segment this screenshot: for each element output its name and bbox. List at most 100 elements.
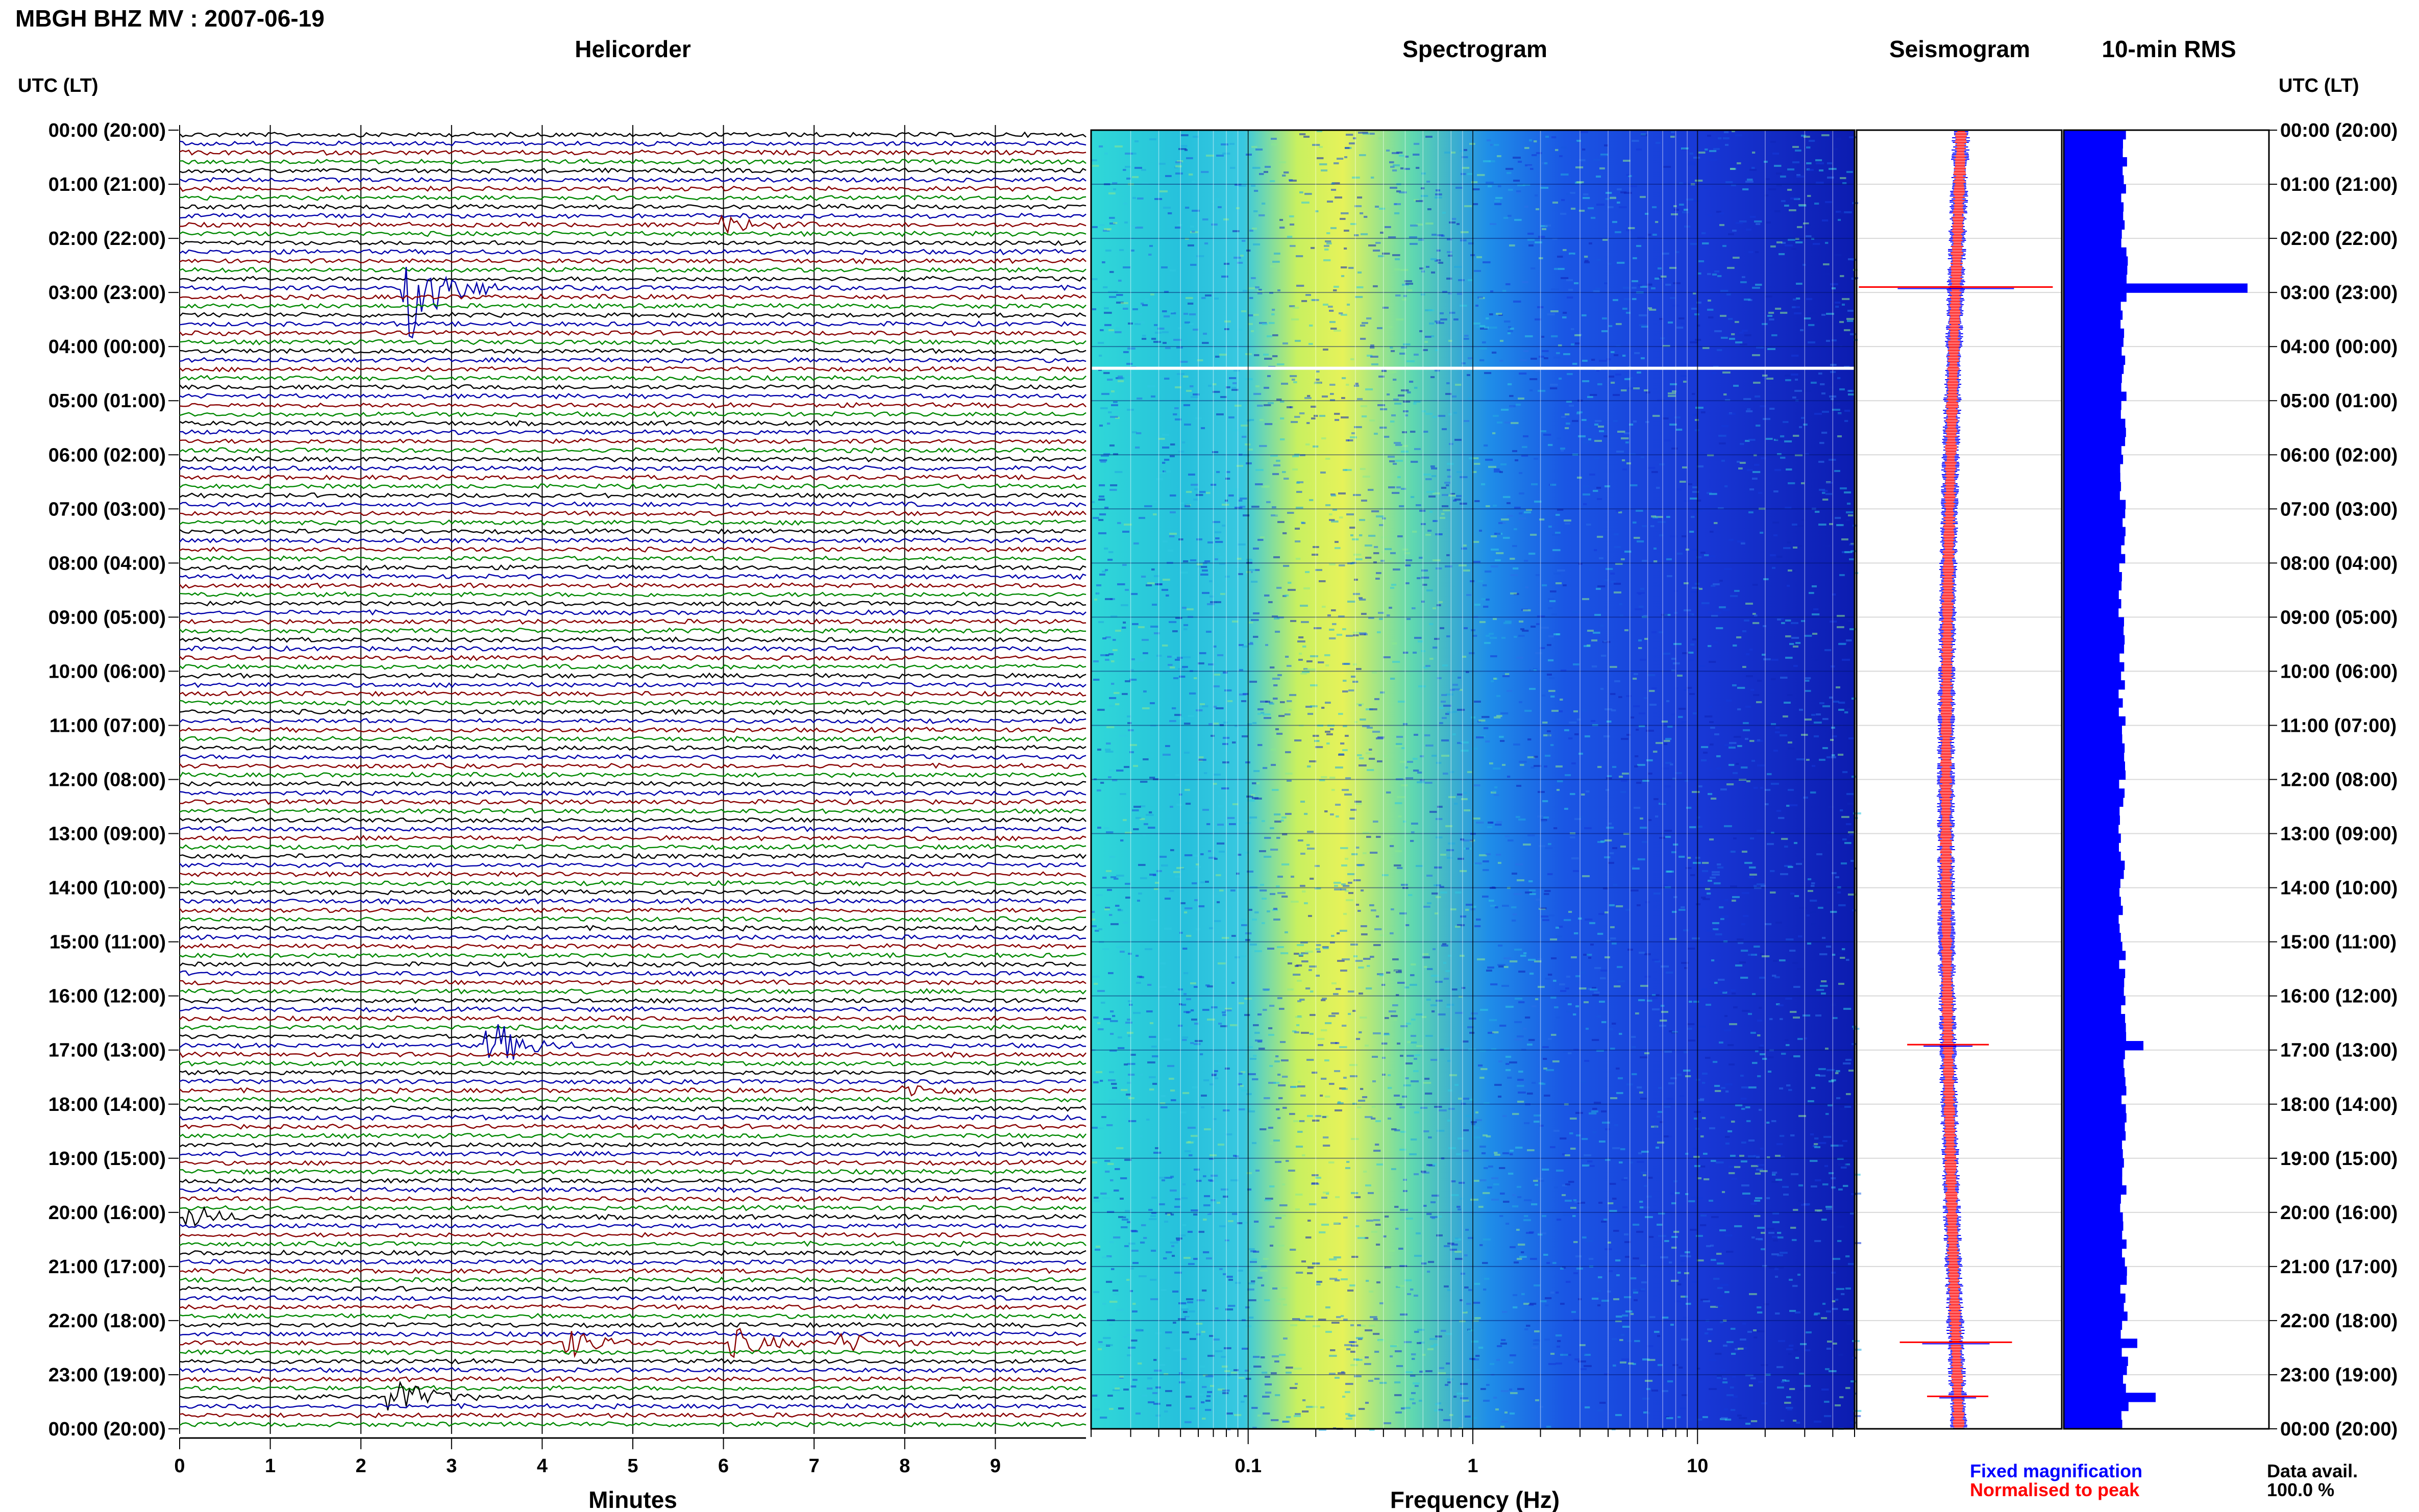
spectrogram-speckle <box>1519 1256 1527 1258</box>
spectrogram-speckle <box>1752 584 1758 586</box>
spectrogram-speckle <box>1292 468 1298 470</box>
spectrogram-speckle <box>1367 965 1370 967</box>
helicorder-trace <box>179 510 1087 517</box>
spectrogram-speckle <box>1593 632 1600 634</box>
spectrogram-speckle <box>1205 1375 1214 1377</box>
spectrogram-speckle <box>1400 761 1406 763</box>
spectrogram-speckle <box>1405 559 1413 561</box>
spectrogram-speckle <box>1838 983 1844 985</box>
spectrogram-speckle <box>1599 1402 1606 1404</box>
spectrogram-speckle <box>1416 504 1421 506</box>
spectrogram-speckle <box>1388 371 1394 374</box>
spectrogram-speckle <box>1787 168 1795 170</box>
spectrogram-speckle <box>1733 837 1737 839</box>
spectrogram-speckle <box>1578 435 1586 437</box>
spectrogram-speckle <box>1270 827 1274 829</box>
spectrogram-speckle <box>1113 453 1119 455</box>
spectrogram-speckle <box>1754 787 1758 789</box>
spectrogram-speckle <box>1279 1204 1288 1206</box>
spectrogram-speckle <box>1175 172 1183 175</box>
spectrogram-speckle <box>1491 549 1499 551</box>
spectrogram-speckle <box>1433 492 1440 494</box>
spectrogram-speckle <box>1619 206 1627 208</box>
spectrogram-speckle <box>1117 522 1121 524</box>
spectrogram-speckle <box>1239 693 1246 696</box>
spectrogram-speckle <box>1842 1140 1847 1142</box>
spectrogram-speckle <box>1636 729 1639 731</box>
spectrogram-speckle <box>1184 1421 1192 1423</box>
spectrogram-speckle <box>1155 1332 1162 1334</box>
spectrogram-speckle <box>1729 747 1736 749</box>
spectrogram-speckle <box>1696 939 1700 941</box>
spectrogram-speckle <box>1354 801 1362 803</box>
spectrogram-speckle <box>1329 1373 1336 1375</box>
spectrogram-speckle <box>1127 1049 1133 1051</box>
spectrogram-speckle <box>1664 1135 1669 1137</box>
spectrogram-speckle <box>1724 1291 1730 1293</box>
spectrogram-speckle <box>1525 891 1532 894</box>
spectrogram-speckle <box>1651 687 1657 689</box>
spectrogram-speckle <box>1564 519 1571 522</box>
spectrogram-speckle <box>1287 700 1292 702</box>
spectrogram-speckle <box>1329 563 1336 565</box>
spectrogram-speckle <box>1241 310 1247 312</box>
spectrogram-speckle <box>1749 1293 1757 1295</box>
spectrogram-speckle <box>1516 192 1521 194</box>
spectrogram-speckle <box>1722 1191 1725 1193</box>
spectrogram-speckle <box>1574 995 1579 997</box>
spectrogram-speckle <box>1747 179 1753 181</box>
spectrogram-speckle <box>1599 167 1605 169</box>
spectrogram-speckle <box>1238 1083 1242 1085</box>
spectrogram-speckle <box>1648 1177 1653 1179</box>
spectrogram-speckle <box>1282 1107 1287 1109</box>
helicorder-trace <box>179 600 1087 607</box>
spectrogram-speckle <box>1781 1381 1785 1383</box>
spectrogram-speckle <box>1330 728 1334 730</box>
spectrogram-speckle <box>1411 823 1418 825</box>
spectrogram-speckle <box>1755 740 1763 742</box>
spectrogram-speckle <box>1215 198 1220 200</box>
spectrogram-speckle <box>1319 580 1326 582</box>
spectrogram-speckle <box>1257 1277 1263 1279</box>
spectrogram-speckle <box>1848 1263 1855 1265</box>
spectrogram-speckle <box>1495 824 1502 826</box>
spectrogram-speckle <box>1174 714 1181 716</box>
spectrogram-speckle <box>1795 642 1801 644</box>
spectrogram-speckle <box>1435 1335 1442 1337</box>
spectrogram-speckle <box>1213 1118 1217 1120</box>
spectrogram-speckle <box>1846 1323 1854 1325</box>
spectrogram-speckle <box>1094 1197 1099 1199</box>
spectrogram-speckle <box>1383 1235 1387 1237</box>
helicorder-trace <box>179 591 1087 598</box>
helicorder-trace <box>179 672 1087 679</box>
spectrogram-speckle <box>1101 455 1109 457</box>
spectrogram-speckle <box>1228 1305 1236 1307</box>
spectrogram-speckle <box>1274 1360 1279 1362</box>
spectrogram-speckle <box>1491 565 1498 567</box>
spectrogram-speckle <box>1726 1251 1734 1253</box>
spectrogram-speckle <box>1756 1169 1763 1171</box>
spectrogram-speckle <box>1796 758 1805 760</box>
spectrogram-speckle <box>1369 708 1377 710</box>
spectrogram-speckle <box>1174 1206 1180 1208</box>
spectrogram-speckle <box>1584 256 1588 258</box>
spectrogram-speckle <box>1223 218 1229 220</box>
spectrogram-speckle <box>1291 901 1299 903</box>
spectrogram-speckle <box>1147 582 1155 584</box>
spectrogram-speckle <box>1257 292 1263 294</box>
spectrogram-speckle <box>1218 206 1222 208</box>
spectrogram-speckle <box>1332 509 1337 511</box>
spectrogram-speckle <box>1679 909 1686 911</box>
spectrogram-speckle <box>1671 851 1676 853</box>
spectrogram-speckle <box>1507 502 1511 504</box>
spectrogram-speckle <box>1662 767 1669 770</box>
spectrogram-speckle <box>1215 531 1222 533</box>
spectrogram-speckle <box>1395 745 1402 747</box>
spectrogram-speckle <box>1265 1383 1272 1385</box>
helicorder-trace <box>179 997 1087 1004</box>
spectrogram-speckle <box>1109 271 1114 273</box>
spectrogram-speckle <box>1754 1200 1761 1202</box>
spectrogram-speckle <box>1251 185 1256 187</box>
spectrogram-speckle <box>1730 885 1737 887</box>
helicorder-trace <box>179 745 1087 751</box>
